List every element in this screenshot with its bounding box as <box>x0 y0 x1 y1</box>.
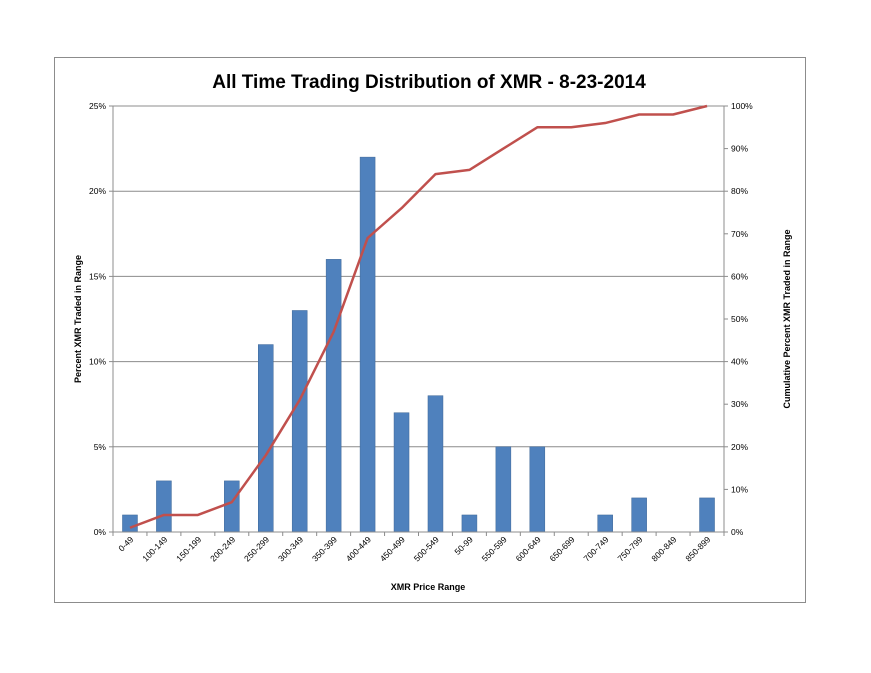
bar-250-299 <box>258 344 274 533</box>
y2-tick-label: 10% <box>731 484 748 494</box>
x-tick-label: 500-549 <box>412 534 441 563</box>
x-tick-label: 850-899 <box>683 534 712 563</box>
bar-850-899 <box>699 497 715 533</box>
y-tick-label: 5% <box>94 442 107 452</box>
bar-600-649 <box>529 446 546 533</box>
bar-750-799 <box>631 497 647 533</box>
y2-tick-label: 70% <box>731 229 748 239</box>
bar-500-549 <box>427 395 444 533</box>
bar-400-449 <box>359 156 376 533</box>
x-tick-label: 550-599 <box>480 534 509 563</box>
bar-0-49 <box>122 514 138 533</box>
bar-350-399 <box>325 259 342 533</box>
y2-tick-label: 40% <box>731 357 748 367</box>
x-tick-label: 600-649 <box>514 534 543 563</box>
x-tick-label: 800-849 <box>649 534 678 563</box>
x-tick-label: 350-399 <box>310 534 339 563</box>
x-tick-label: 50-99 <box>452 534 475 557</box>
y2-tick-label: 30% <box>731 399 748 409</box>
x-axis-ticks: 0-49 100-149 150-199 200-249 250-299 300-349 3… <box>112 532 725 563</box>
bar-200-249 <box>224 480 240 533</box>
y-axis-title: Percent XMR Traded in Range <box>73 255 83 383</box>
x-tick-label: 450-499 <box>378 534 407 563</box>
x-tick-label: 700-749 <box>581 534 610 563</box>
y2-axis-title: Cumulative Percent XMR Traded in Range <box>782 229 792 408</box>
y-tick-label: 0% <box>94 527 107 537</box>
y2-tick-label: 80% <box>731 186 748 196</box>
bar-50-99 <box>461 514 478 533</box>
cumulative-line <box>129 104 708 529</box>
x-axis-title: XMR Price Range <box>391 582 466 592</box>
y-tick-label: 15% <box>89 271 106 281</box>
x-tick-label: 150-199 <box>174 534 203 563</box>
bar-100-149 <box>156 480 172 533</box>
y2-tick-label: 100% <box>731 101 753 111</box>
chart-svg: All Time Trading Distribution of XMR - 8… <box>73 72 792 592</box>
y-tick-label: 25% <box>89 101 106 111</box>
x-tick-label: 650-699 <box>548 534 577 563</box>
y2-tick-label: 90% <box>731 144 748 154</box>
y2-tick-label: 20% <box>731 442 748 452</box>
y2-tick-label: 50% <box>731 314 748 324</box>
x-tick-label: 750-799 <box>615 534 644 563</box>
x-tick-label: 400-449 <box>344 534 373 563</box>
y-tick-label: 10% <box>89 357 106 367</box>
right-axis-ticks: 0% 10% 20% 30% 40% 50% 60% 70% 80% 90% 100% <box>724 101 753 537</box>
bar-550-599 <box>495 446 512 533</box>
y2-tick-label: 0% <box>731 527 744 537</box>
x-tick-label: 300-349 <box>276 534 305 563</box>
y2-tick-label: 60% <box>731 271 748 281</box>
x-tick-label: 100-149 <box>140 534 169 563</box>
chart-frame: All Time Trading Distribution of XMR - 8… <box>54 57 806 603</box>
cumulative-line-series <box>129 104 708 529</box>
bar-700-749 <box>597 514 613 533</box>
gridlines <box>113 105 724 448</box>
x-tick-label: 250-299 <box>242 534 271 563</box>
x-tick-label: 0-49 <box>116 534 135 553</box>
axes <box>112 106 725 533</box>
y-tick-label: 20% <box>89 186 106 196</box>
x-tick-label: 200-249 <box>208 534 237 563</box>
chart-title: All Time Trading Distribution of XMR - 8… <box>212 72 646 93</box>
bar-series <box>122 156 715 533</box>
left-axis-ticks: 0% 5% 10% 15% 20% 25% <box>89 101 113 537</box>
bar-450-499 <box>393 412 410 533</box>
bar-300-349 <box>291 310 308 533</box>
